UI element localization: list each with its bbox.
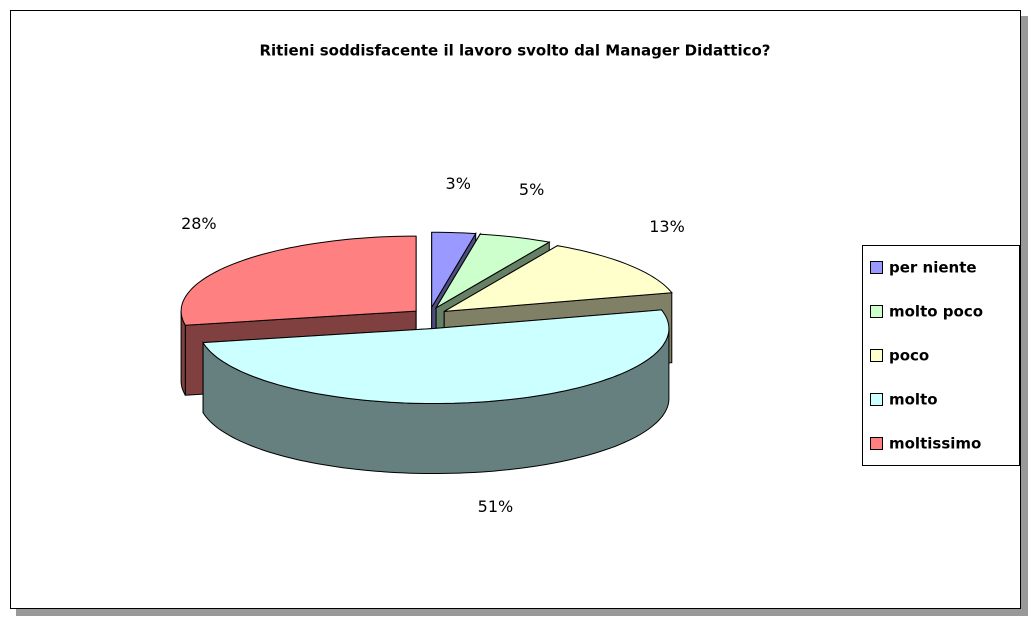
frame-shadow — [16, 608, 1028, 616]
data-label: 3% — [446, 174, 471, 193]
slice — [180, 235, 417, 326]
legend-label: per niente — [889, 259, 977, 277]
legend-swatch — [870, 393, 883, 406]
data-label: 5% — [519, 180, 544, 199]
legend — [862, 245, 1020, 466]
data-label: 28% — [181, 214, 217, 233]
legend-label: molto poco — [889, 303, 983, 321]
data-label: 13% — [649, 217, 685, 236]
chart-title: Ritieni soddisfacente il lavoro svolto d… — [259, 42, 770, 60]
frame-shadow — [1020, 16, 1028, 616]
legend-label: moltissimo — [889, 435, 981, 453]
legend-swatch — [870, 305, 883, 318]
slice — [202, 309, 670, 404]
data-label: 51% — [478, 497, 514, 516]
slice — [443, 245, 673, 312]
slice — [434, 233, 551, 310]
legend-swatch — [870, 437, 883, 450]
legend-label: molto — [889, 391, 938, 409]
slice — [431, 231, 477, 310]
legend-label: poco — [889, 347, 929, 365]
legend-swatch — [870, 261, 883, 274]
legend-swatch — [870, 349, 883, 362]
